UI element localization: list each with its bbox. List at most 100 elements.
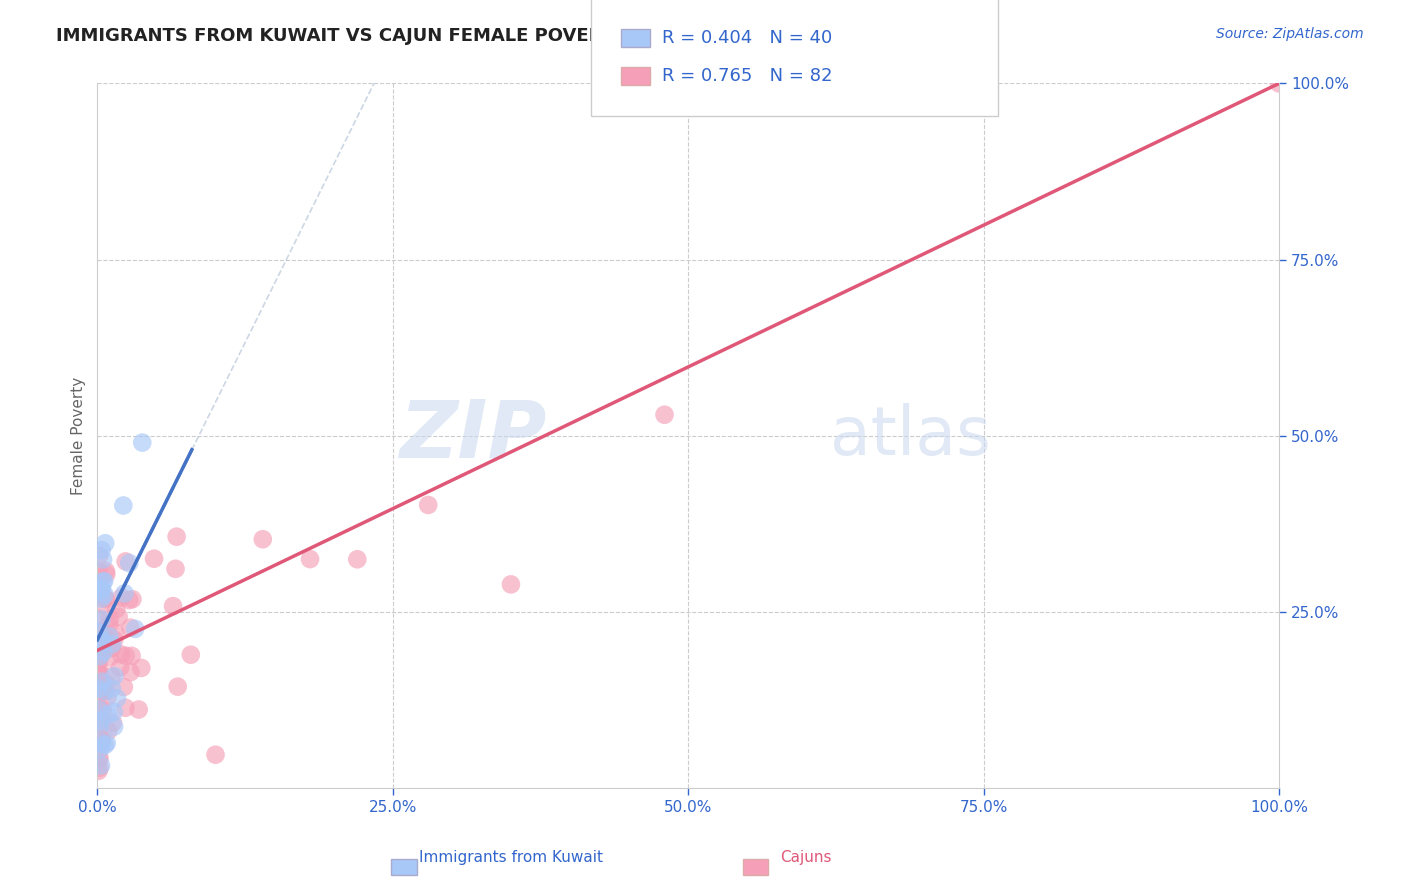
Point xyxy=(94,684,117,698)
Point xyxy=(87,549,110,563)
Point xyxy=(90,758,112,772)
Point xyxy=(87,654,110,668)
Point xyxy=(93,633,115,648)
Point xyxy=(91,633,114,648)
Point xyxy=(90,648,112,663)
Point xyxy=(94,591,117,606)
Point xyxy=(98,612,121,626)
Point xyxy=(91,674,114,689)
Y-axis label: Female Poverty: Female Poverty xyxy=(72,376,86,495)
Point xyxy=(87,666,110,681)
Text: atlas: atlas xyxy=(830,402,991,468)
Point xyxy=(90,581,112,595)
Point xyxy=(103,669,125,683)
Point xyxy=(98,629,121,643)
Point xyxy=(87,670,110,684)
Point xyxy=(204,747,226,762)
Point xyxy=(131,435,153,450)
Point xyxy=(89,649,111,664)
Point xyxy=(131,661,153,675)
Point xyxy=(93,588,115,602)
Point xyxy=(91,552,114,566)
Point xyxy=(96,736,118,750)
Point xyxy=(87,680,110,694)
Point xyxy=(101,637,124,651)
Point xyxy=(103,705,125,719)
Point xyxy=(87,660,110,674)
Point xyxy=(91,703,114,717)
Point xyxy=(89,670,111,684)
Point xyxy=(97,723,120,738)
Point xyxy=(162,599,184,613)
Point xyxy=(165,562,187,576)
Point xyxy=(100,669,122,683)
Point xyxy=(90,624,112,638)
Point xyxy=(98,650,121,665)
Point xyxy=(94,684,117,698)
Point xyxy=(128,702,150,716)
Point xyxy=(103,720,125,734)
Point xyxy=(89,750,111,764)
Text: Source: ZipAtlas.com: Source: ZipAtlas.com xyxy=(1216,27,1364,41)
Point xyxy=(299,552,322,566)
Point xyxy=(93,641,115,656)
Point xyxy=(101,715,124,730)
Point xyxy=(121,592,143,607)
Point xyxy=(89,625,111,640)
Point xyxy=(120,621,142,635)
Point xyxy=(90,612,112,626)
Point xyxy=(87,612,110,626)
Point xyxy=(114,700,136,714)
Point xyxy=(97,707,120,722)
Point xyxy=(166,530,188,544)
Point xyxy=(166,680,188,694)
Point xyxy=(96,683,118,698)
Point xyxy=(87,666,110,681)
Point xyxy=(108,660,131,674)
Point xyxy=(110,648,132,662)
Point xyxy=(103,632,125,647)
Point xyxy=(93,574,115,588)
Point xyxy=(87,700,110,714)
Point xyxy=(93,591,115,606)
Point xyxy=(94,564,117,578)
Point xyxy=(94,536,117,550)
Point xyxy=(124,622,146,636)
Point xyxy=(654,408,676,422)
Point xyxy=(346,552,368,566)
Point xyxy=(87,634,110,648)
Point xyxy=(90,582,112,596)
Point xyxy=(114,554,136,568)
Point xyxy=(91,681,114,696)
Point xyxy=(118,556,141,570)
Point xyxy=(94,631,117,645)
Point xyxy=(94,676,117,690)
Point xyxy=(104,625,127,640)
Point xyxy=(87,702,110,716)
Point xyxy=(90,709,112,723)
Point xyxy=(143,551,166,566)
Point xyxy=(90,640,112,655)
Point xyxy=(90,597,112,611)
Point xyxy=(87,565,110,579)
Point xyxy=(114,586,136,600)
Point xyxy=(89,685,111,699)
Point xyxy=(87,764,110,778)
Point xyxy=(1268,77,1291,91)
Point xyxy=(90,678,112,692)
Point xyxy=(89,752,111,766)
Point xyxy=(112,680,135,694)
Point xyxy=(252,533,274,547)
Text: Cajuns: Cajuns xyxy=(780,850,832,865)
Point xyxy=(101,681,124,696)
Point xyxy=(89,718,111,732)
Point xyxy=(90,732,112,747)
Point xyxy=(180,648,202,662)
Point xyxy=(87,666,110,681)
Text: R = 0.404   N = 40: R = 0.404 N = 40 xyxy=(662,29,832,47)
Point xyxy=(107,609,129,624)
Point xyxy=(93,630,115,644)
Point xyxy=(91,574,114,589)
Point xyxy=(89,741,111,756)
Point xyxy=(90,543,112,558)
